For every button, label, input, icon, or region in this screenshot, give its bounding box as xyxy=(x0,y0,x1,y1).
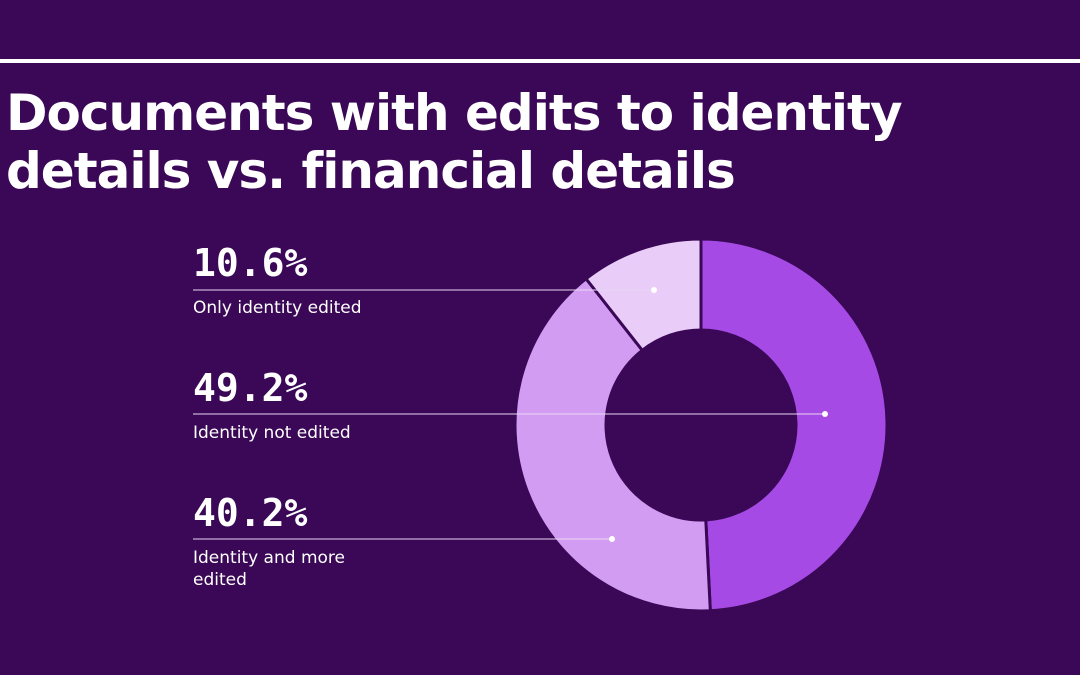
legend-item-only-identity: 10.6% Only identity edited xyxy=(193,241,423,319)
legend-value-only-identity: 10.6% xyxy=(193,241,308,285)
slice-only-identity xyxy=(583,237,703,353)
leader-only-identity-dot xyxy=(651,287,657,293)
chart-title: Documents with edits to identity details… xyxy=(6,84,903,200)
legend-label-identity-not-edited: Identity not edited xyxy=(193,423,351,443)
legend-label-identity-and-more: Identity and more edited xyxy=(193,548,345,590)
slice-identity-and-more xyxy=(513,276,712,613)
legend-item-identity-and-more: 40.2% Identity and more edited xyxy=(193,491,423,591)
legend-value-identity-not-edited: 49.2% xyxy=(193,366,308,410)
top-divider xyxy=(0,59,1080,63)
slice-identity-not-edited xyxy=(699,237,889,613)
legend-label-only-identity: Only identity edited xyxy=(193,298,362,318)
legend-value-identity-and-more: 40.2% xyxy=(193,491,308,535)
leader-identity-and-more-dot xyxy=(609,536,615,542)
leader-identity-not-edited-dot xyxy=(822,411,828,417)
legend-item-identity-not-edited: 49.2% Identity not edited xyxy=(193,366,423,444)
